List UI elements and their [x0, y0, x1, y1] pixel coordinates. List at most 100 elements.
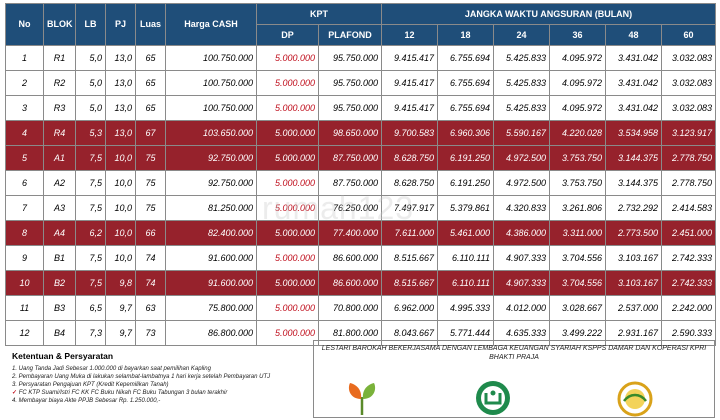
cell-t48: 3.103.167 [605, 270, 662, 296]
cell-t24: 4.320.833 [493, 195, 550, 221]
cell-lb: 7,5 [75, 170, 106, 196]
cell-t48: 3.144.375 [605, 145, 662, 171]
cell-dp: 5.000.000 [256, 320, 319, 346]
cell-t24: 4.907.333 [493, 245, 550, 271]
header-dp: DP [256, 24, 319, 46]
cell-t48: 2.773.500 [605, 220, 662, 246]
header-tenor-48: 48 [605, 24, 662, 46]
cell-no: 1 [5, 45, 44, 71]
header-lb: LB [75, 3, 106, 46]
cell-harga: 100.750.000 [165, 45, 257, 71]
table-row: 12 B4 7,3 9,7 73 86.800.000 5.000.000 81.800.00… [5, 320, 717, 346]
cell-dp: 5.000.000 [256, 120, 319, 146]
table-row: 5 A1 7,5 10,0 75 92.750.000 5.000.000 87.750.00… [5, 145, 717, 171]
header-tenor-12: 12 [381, 24, 438, 46]
cell-blok: A3 [43, 195, 76, 221]
header-pj: PJ [105, 3, 136, 46]
cell-plafond: 86.600.000 [318, 270, 382, 296]
cell-t60: 2.778.750 [660, 145, 717, 171]
cell-dp: 5.000.000 [256, 70, 319, 96]
leaf-logo-icon [348, 383, 376, 415]
cell-blok: A4 [43, 220, 76, 246]
cell-no: 12 [5, 320, 44, 346]
cell-t12: 9.700.583 [381, 120, 438, 146]
cell-t24: 5.425.833 [493, 70, 550, 96]
table-row: 6 A2 7,5 10,0 75 92.750.000 5.000.000 87.750.00… [5, 170, 717, 196]
cell-t12: 8.515.667 [381, 245, 438, 271]
cell-t24: 4.012.000 [493, 295, 550, 321]
cell-pj: 9,7 [105, 320, 136, 346]
partner-logos [314, 377, 714, 417]
cell-luas: 74 [135, 270, 166, 296]
cell-harga: 103.650.000 [165, 120, 257, 146]
cell-t48: 3.431.042 [605, 45, 662, 71]
cell-luas: 75 [135, 145, 166, 171]
kspps-logo-icon [476, 381, 510, 415]
cell-no: 4 [5, 120, 44, 146]
cell-pj: 10,0 [105, 220, 136, 246]
cell-harga: 100.750.000 [165, 70, 257, 96]
table-body: 1 R1 5,0 13,0 65 100.750.000 5.000.000 95.750.0… [5, 45, 717, 346]
cell-t36: 3.311.000 [549, 220, 606, 246]
cell-t18: 6.755.694 [437, 45, 494, 71]
cell-luas: 75 [135, 195, 166, 221]
cell-t60: 2.742.333 [660, 245, 717, 271]
cell-t18: 4.995.333 [437, 295, 494, 321]
cell-t48: 3.431.042 [605, 70, 662, 96]
cell-plafond: 77.400.000 [318, 220, 382, 246]
cell-luas: 65 [135, 45, 166, 71]
cell-blok: B1 [43, 245, 76, 271]
cell-blok: B2 [43, 270, 76, 296]
cell-t60: 3.032.083 [660, 70, 717, 96]
header-harga-cash: Harga CASH [165, 3, 257, 46]
cell-no: 3 [5, 95, 44, 121]
cell-lb: 7,5 [75, 270, 106, 296]
cell-harga: 81.250.000 [165, 195, 257, 221]
cell-pj: 9,8 [105, 270, 136, 296]
partner-text: LESTARI BAROKAH BEKERJASAMA DENGAN LEMBA… [321, 345, 707, 361]
cell-pj: 10,0 [105, 170, 136, 196]
cell-t60: 3.032.083 [660, 45, 717, 71]
cell-t18: 6.755.694 [437, 70, 494, 96]
cell-plafond: 87.750.000 [318, 170, 382, 196]
cell-luas: 74 [135, 245, 166, 271]
terms-line: 1. Uang Tanda Jadi Sebesar 1.000.000 di … [12, 366, 211, 372]
cell-t24: 5.425.833 [493, 45, 550, 71]
cell-t48: 2.931.167 [605, 320, 662, 346]
cell-blok: A2 [43, 170, 76, 196]
cell-lb: 6,5 [75, 295, 106, 321]
cell-blok: B3 [43, 295, 76, 321]
cell-luas: 65 [135, 70, 166, 96]
cell-dp: 5.000.000 [256, 245, 319, 271]
cell-blok: B4 [43, 320, 76, 346]
table-row: 10 B2 7,5 9,8 74 91.600.000 5.000.000 86.600.00… [5, 270, 717, 296]
cell-lb: 5,3 [75, 120, 106, 146]
table-row: 4 R4 5,3 13,0 67 103.650.000 5.000.000 98.650.0… [5, 120, 717, 146]
cell-t60: 2.242.000 [660, 295, 717, 321]
table-row: 1 R1 5,0 13,0 65 100.750.000 5.000.000 95.750.0… [5, 45, 717, 71]
cell-t60: 2.451.000 [660, 220, 717, 246]
cell-plafond: 98.650.000 [318, 120, 382, 146]
kpri-logo-icon [617, 381, 653, 417]
cell-pj: 10,0 [105, 245, 136, 271]
cell-t18: 5.379.861 [437, 195, 494, 221]
cell-t36: 4.095.972 [549, 45, 606, 71]
cell-t48: 2.732.292 [605, 195, 662, 221]
cell-t24: 4.972.500 [493, 170, 550, 196]
cell-harga: 75.800.000 [165, 295, 257, 321]
cell-t12: 9.415.417 [381, 45, 438, 71]
cell-harga: 92.750.000 [165, 145, 257, 171]
cell-t36: 4.095.972 [549, 70, 606, 96]
cell-plafond: 81.800.000 [318, 320, 382, 346]
header-plafond: PLAFOND [318, 24, 382, 46]
cell-blok: R1 [43, 45, 76, 71]
cell-t48: 3.534.958 [605, 120, 662, 146]
cell-t24: 4.635.333 [493, 320, 550, 346]
cell-dp: 5.000.000 [256, 45, 319, 71]
cell-no: 2 [5, 70, 44, 96]
cell-t12: 6.962.000 [381, 295, 438, 321]
cell-no: 7 [5, 195, 44, 221]
header-no: No [5, 3, 44, 46]
cell-t60: 2.590.333 [660, 320, 717, 346]
cell-t12: 8.628.750 [381, 145, 438, 171]
